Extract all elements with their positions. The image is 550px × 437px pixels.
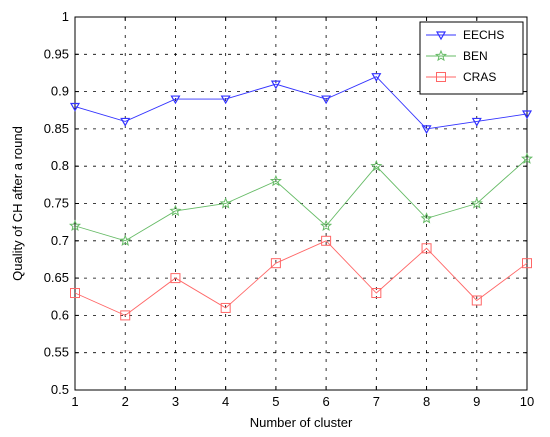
legend-item-ben: BEN [426, 49, 488, 63]
series-cras [70, 235, 532, 321]
series-layer [68, 73, 534, 321]
data-point [169, 204, 182, 217]
x-tick-label: 6 [322, 394, 329, 409]
data-point [370, 159, 383, 172]
legend: EECHS BEN CRAS [419, 21, 524, 95]
y-tick-label: 0.55 [44, 345, 69, 360]
y-tick-label: 0.95 [44, 46, 69, 61]
data-point [321, 95, 332, 105]
legend-square-icon [436, 72, 446, 82]
y-tick-label: 0.6 [51, 307, 69, 322]
series-line [74, 158, 528, 242]
x-tick-label: 7 [373, 394, 380, 409]
data-point [421, 243, 432, 254]
series-ben [68, 152, 534, 246]
legend-label: BEN [463, 49, 488, 63]
data-point [270, 258, 281, 269]
x-tick-label: 5 [272, 394, 279, 409]
series-eechs [69, 73, 533, 135]
y-tick-label: 0.8 [51, 158, 69, 173]
data-point [68, 219, 82, 232]
x-tick-label: 1 [71, 394, 78, 409]
data-point [120, 117, 131, 127]
legend-item-cras: CRAS [426, 70, 496, 84]
data-point [269, 174, 282, 187]
data-point [371, 73, 382, 82]
x-axis-ticks: 1 2 3 4 5 6 7 8 9 10 [71, 17, 534, 409]
legend-triangle-icon [435, 31, 447, 41]
x-tick-label: 3 [172, 394, 179, 409]
legend-item-eechs: EECHS [426, 28, 504, 42]
data-point [471, 295, 482, 306]
x-tick-label: 8 [423, 394, 430, 409]
data-point [120, 310, 131, 321]
legend-label: EECHS [463, 28, 504, 42]
data-point [270, 80, 281, 90]
y-tick-label: 0.9 [51, 84, 69, 99]
x-tick-label: 10 [520, 394, 534, 409]
data-point [470, 197, 483, 209]
data-point [220, 95, 231, 105]
data-point [471, 117, 482, 127]
legend-label: CRAS [463, 70, 496, 84]
legend-star-icon [434, 49, 448, 62]
data-point [520, 152, 534, 164]
data-point [119, 234, 132, 246]
y-tick-label: 1 [62, 9, 69, 24]
x-tick-label: 2 [122, 394, 129, 409]
y-tick-label: 0.85 [44, 121, 69, 136]
y-axis-ticks: 0.5 0.55 0.6 0.65 0.7 0.75 0.8 0.85 0.9 0.95 1 [44, 9, 527, 397]
data-point [521, 110, 533, 120]
x-tick-label: 4 [222, 394, 229, 409]
data-point [522, 258, 532, 269]
y-axis-title: Quality of CH after a round [10, 126, 25, 281]
x-axis-title: Number of cluster [250, 415, 353, 430]
series-line [74, 240, 528, 316]
data-point [219, 197, 232, 209]
data-point [69, 102, 81, 112]
data-point [70, 288, 80, 299]
y-tick-label: 0.7 [51, 233, 69, 248]
y-tick-label: 0.5 [51, 382, 69, 397]
series-line [74, 76, 528, 130]
y-tick-label: 0.65 [44, 270, 69, 285]
x-tick-label: 9 [473, 394, 480, 409]
data-point [420, 212, 433, 224]
data-point [220, 302, 231, 313]
data-point [320, 219, 333, 232]
data-point [371, 288, 382, 299]
data-point [321, 235, 332, 246]
data-point [421, 125, 432, 135]
data-point [170, 273, 181, 284]
data-point [170, 95, 181, 105]
y-tick-label: 0.75 [44, 196, 69, 211]
